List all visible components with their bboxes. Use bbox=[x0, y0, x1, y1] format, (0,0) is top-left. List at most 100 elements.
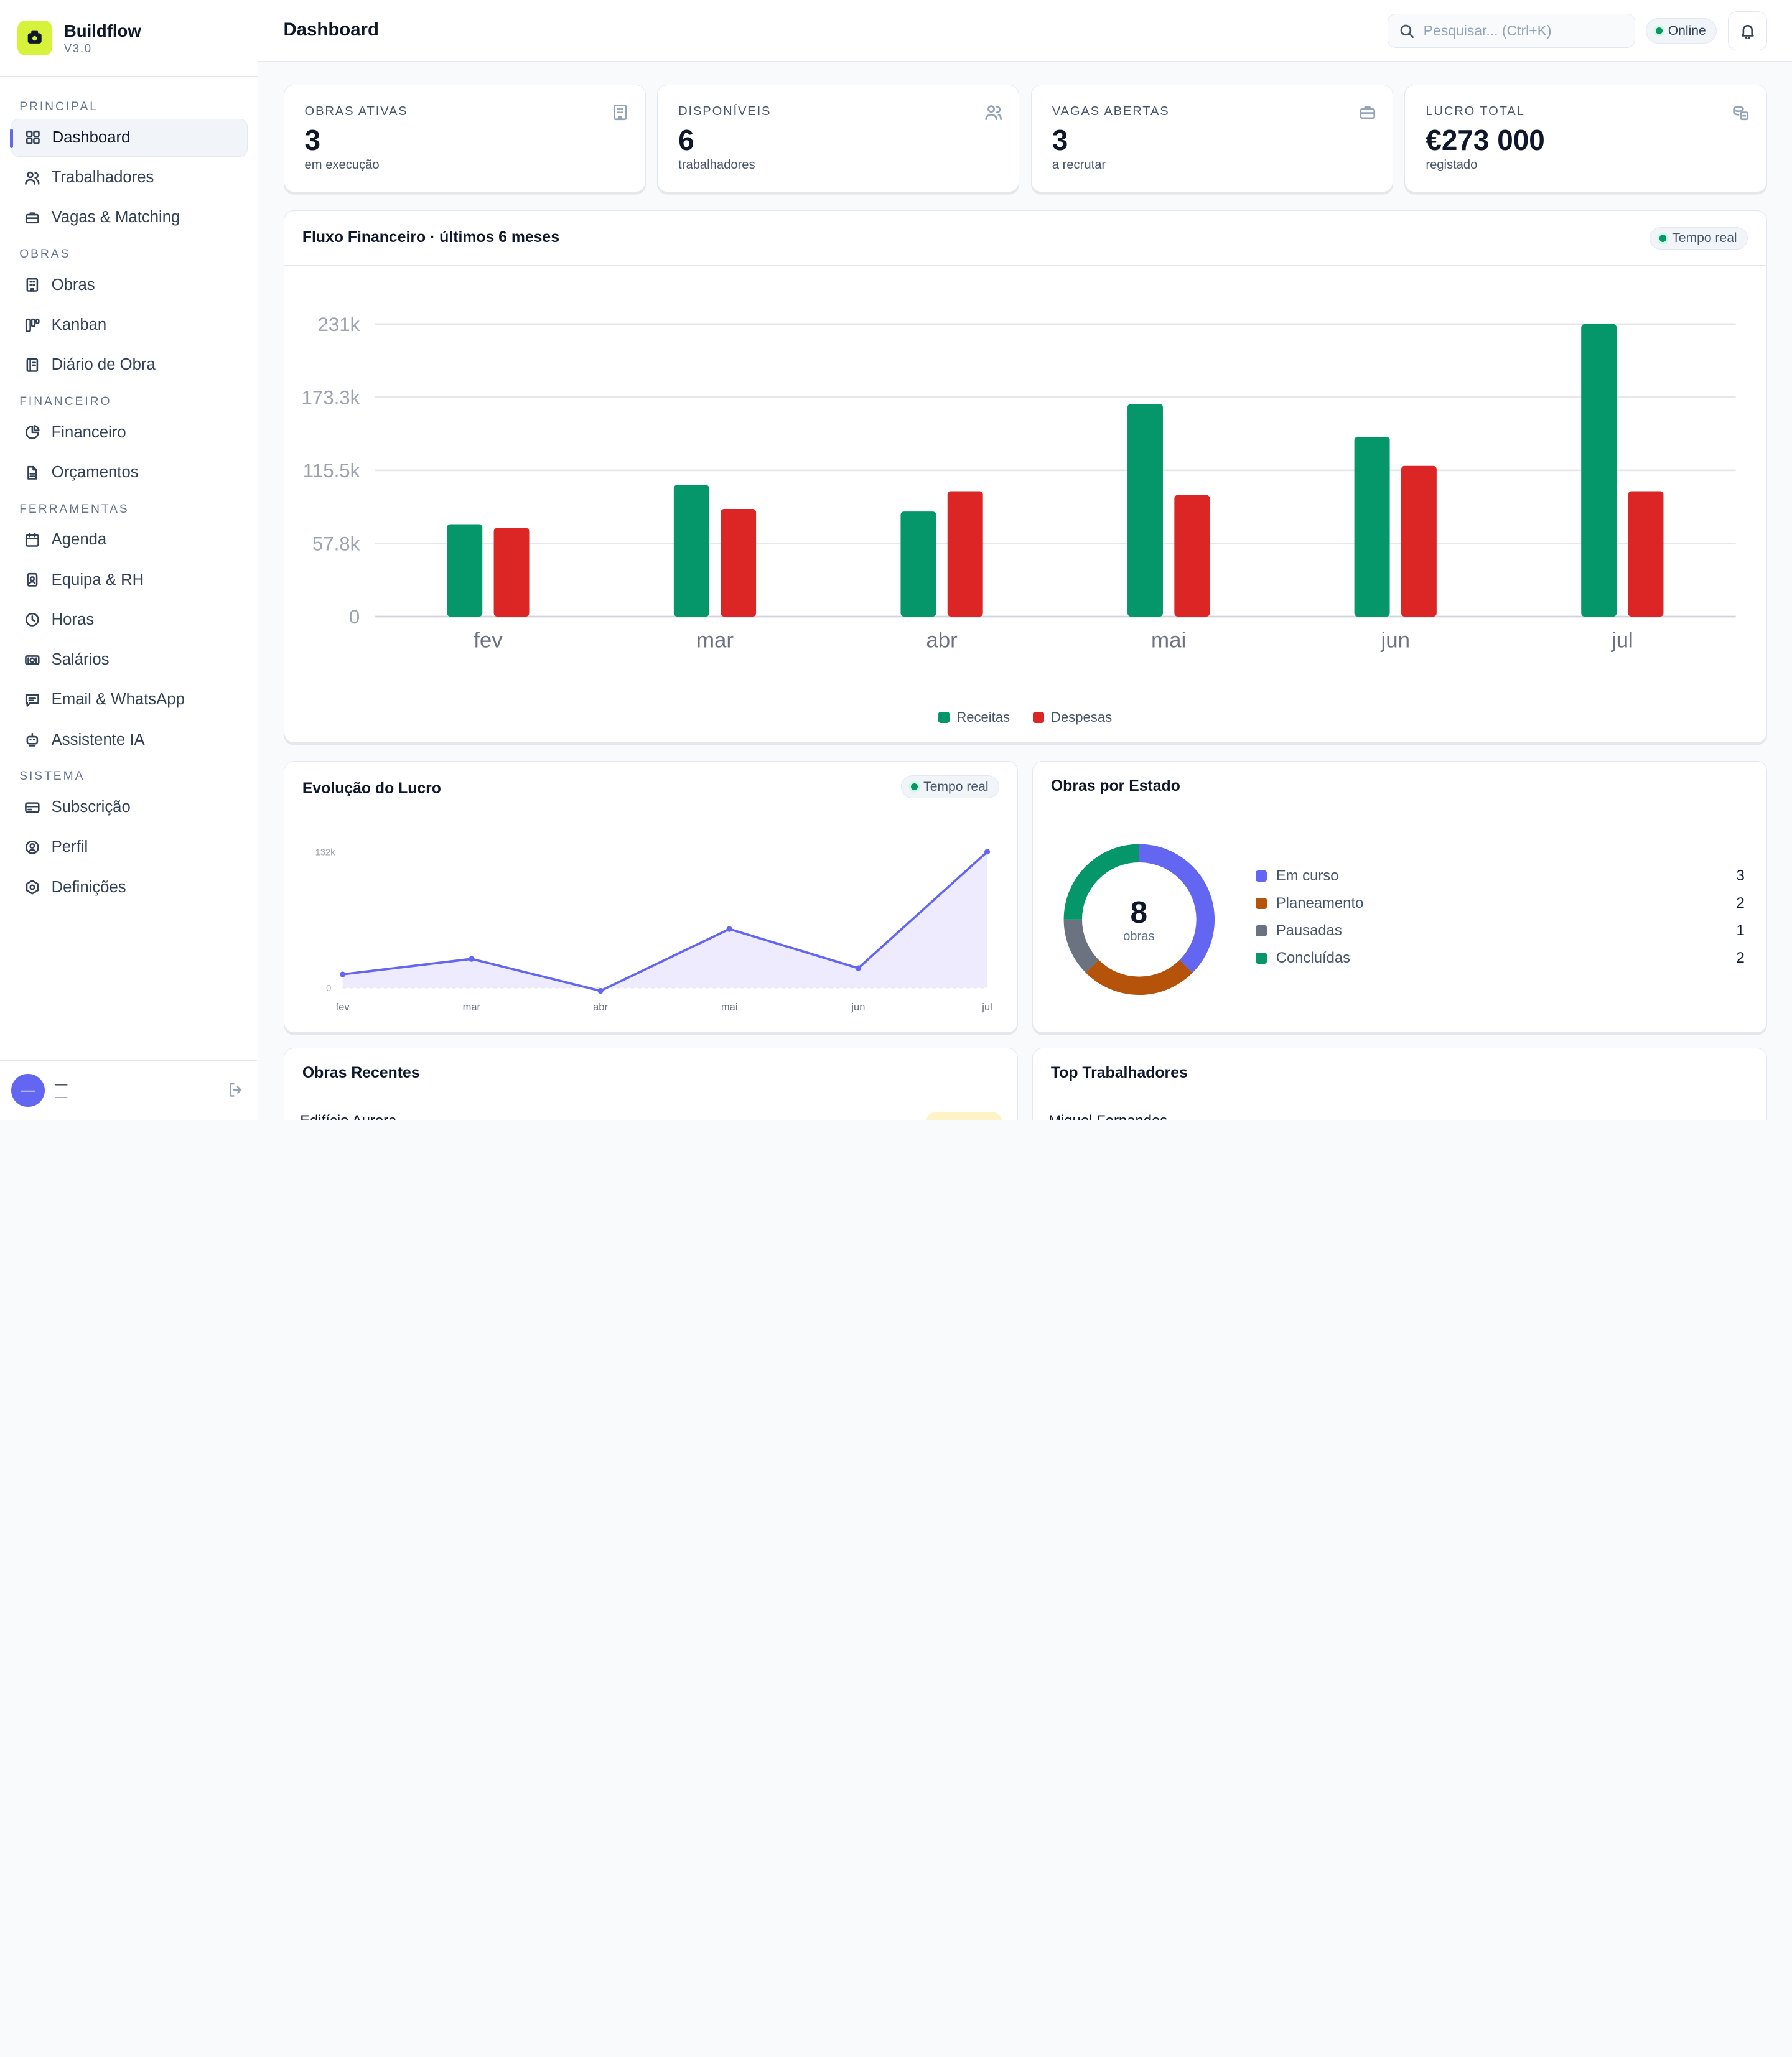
x-tick-label: mai bbox=[721, 1002, 737, 1014]
status-label: Pausadas bbox=[1276, 922, 1342, 940]
sidebar-item-perfil[interactable]: Perfil bbox=[11, 828, 248, 866]
donut-segment[interactable] bbox=[1063, 844, 1215, 995]
message-icon bbox=[23, 691, 41, 709]
online-status-label: Online bbox=[1668, 23, 1706, 38]
sidebar-item-kanban[interactable]: Kanban bbox=[11, 306, 248, 344]
users-icon bbox=[984, 103, 1002, 126]
bar-receitas[interactable] bbox=[1580, 324, 1617, 617]
x-tick-label: mai bbox=[1151, 628, 1186, 653]
sidebar-item-diario-de-obra[interactable]: Diário de Obra bbox=[11, 346, 248, 384]
sidebar-item-email-whatsapp[interactable]: Email & WhatsApp bbox=[11, 681, 248, 719]
brand[interactable]: Buildflow V3.0 bbox=[0, 0, 258, 77]
sidebar-item-equipa-rh[interactable]: Equipa & RH bbox=[11, 561, 248, 599]
sidebar-item-financeiro[interactable]: Financeiro bbox=[11, 414, 248, 452]
bar-despesas[interactable] bbox=[493, 528, 530, 617]
profit-point[interactable] bbox=[984, 849, 990, 855]
sidebar-item-label: Orçamentos bbox=[51, 463, 139, 481]
legend-item-receitas[interactable]: Receitas bbox=[938, 709, 1010, 725]
profit-point[interactable] bbox=[468, 956, 474, 963]
cash-flow-title: Fluxo Financeiro · últimos 6 meses bbox=[302, 229, 560, 246]
bar-receitas[interactable] bbox=[1354, 436, 1390, 617]
sidebar-item-label: Vagas & Matching bbox=[51, 208, 180, 226]
bot-icon bbox=[23, 730, 41, 749]
sidebar-item-orcamentos[interactable]: Orçamentos bbox=[11, 454, 248, 492]
status-legend-item[interactable]: Pausadas 1 bbox=[1255, 917, 1745, 945]
status-legend-item[interactable]: Concluídas 2 bbox=[1255, 945, 1745, 972]
bar-despesas[interactable] bbox=[1401, 465, 1437, 617]
status-count: 1 bbox=[1736, 922, 1745, 940]
user-circle-icon bbox=[23, 838, 41, 856]
legend-swatch-despesas bbox=[1032, 711, 1045, 723]
profit-point[interactable] bbox=[339, 971, 345, 977]
notifications-button[interactable] bbox=[1728, 11, 1767, 50]
legend-swatch-receitas bbox=[938, 711, 950, 723]
avatar[interactable]: — bbox=[11, 1074, 45, 1108]
profit-area bbox=[342, 852, 987, 991]
profit-point[interactable] bbox=[855, 965, 861, 972]
sidebar-item-dashboard[interactable]: Dashboard bbox=[9, 118, 248, 157]
legend-item-despesas[interactable]: Despesas bbox=[1032, 709, 1112, 725]
status-header: Obras por Estado bbox=[1032, 762, 1766, 810]
nav-section-title: SISTEMA bbox=[19, 770, 85, 783]
bar-receitas[interactable] bbox=[1127, 403, 1163, 617]
nav-section-title: FINANCEIRO bbox=[19, 395, 112, 409]
bar-receitas[interactable] bbox=[673, 485, 709, 617]
briefcase-icon bbox=[23, 208, 41, 226]
donut-total: 8 bbox=[1130, 894, 1148, 930]
bar-despesas[interactable] bbox=[720, 508, 756, 617]
cash-flow-legend: Receitas Despesas bbox=[284, 709, 1766, 725]
x-tick-label: jul bbox=[981, 1002, 992, 1014]
kpi-caption: trabalhadores bbox=[678, 158, 755, 172]
bar-despesas[interactable] bbox=[947, 491, 983, 617]
y-tick-label: 231k bbox=[317, 314, 360, 335]
donut-segment[interactable] bbox=[1063, 844, 1215, 995]
sidebar-item-label: Obras bbox=[51, 276, 95, 294]
x-tick-label: abr bbox=[593, 1002, 608, 1014]
recent-work-item[interactable]: Edifício Aurora bbox=[300, 1112, 396, 1120]
sidebar-item-horas[interactable]: Horas bbox=[11, 601, 248, 639]
search-input[interactable]: Pesquisar... (Ctrl+K) bbox=[1387, 14, 1636, 49]
nav-section-title: FERRAMENTAS bbox=[19, 502, 129, 516]
sidebar-item-salarios[interactable]: Salários bbox=[11, 641, 248, 679]
status-legend-item[interactable]: Planeamento 2 bbox=[1255, 890, 1745, 917]
coins-icon bbox=[1732, 103, 1750, 126]
bar-despesas[interactable] bbox=[1628, 491, 1663, 617]
users-icon bbox=[23, 169, 41, 187]
y-tick-label: 57.8k bbox=[312, 533, 360, 554]
status-count: 2 bbox=[1736, 894, 1745, 912]
topbar: Dashboard Pesquisar... (Ctrl+K) Online bbox=[258, 0, 1792, 62]
sidebar-item-subscricao[interactable]: Subscrição bbox=[11, 788, 248, 826]
kpi-caption: registado bbox=[1426, 158, 1478, 172]
x-tick-label: jul bbox=[1610, 628, 1633, 653]
donut-caption: obras bbox=[1123, 929, 1155, 943]
top-worker-item[interactable]: Miguel Fernandes bbox=[1048, 1112, 1167, 1120]
bar-receitas[interactable] bbox=[446, 524, 482, 617]
bar-receitas[interactable] bbox=[900, 511, 936, 617]
kpi-value: 3 bbox=[1052, 123, 1068, 156]
donut-center: 8 obras bbox=[1061, 842, 1216, 997]
sidebar-item-assistente-ia[interactable]: Assistente IA bbox=[11, 721, 248, 759]
sidebar-item-label: Dashboard bbox=[52, 128, 131, 146]
kpi-card: DISPONÍVEIS 6 trabalhadores bbox=[657, 84, 1020, 192]
logout-icon[interactable] bbox=[228, 1082, 244, 1103]
sidebar-item-label: Diário de Obra bbox=[51, 356, 156, 374]
app-window: Buildflow V3.0 PRINCIPAL Dashboard Trabalh… bbox=[0, 0, 1792, 1120]
x-tick-label: jun bbox=[851, 1002, 865, 1014]
status-legend-item[interactable]: Em curso 3 bbox=[1255, 862, 1745, 890]
status-donut-chart bbox=[1063, 844, 1215, 995]
donut-segment[interactable] bbox=[1063, 844, 1215, 995]
sidebar-item-definicoes[interactable]: Definições bbox=[11, 869, 248, 907]
sidebar-item-obras[interactable]: Obras bbox=[11, 266, 248, 304]
y-tick-label: 0 bbox=[348, 606, 359, 628]
sidebar-item-agenda[interactable]: Agenda bbox=[11, 521, 248, 559]
online-status-badge: Online bbox=[1645, 18, 1717, 44]
profit-point[interactable] bbox=[597, 988, 604, 994]
status-title: Obras por Estado bbox=[1050, 777, 1180, 795]
cash-flow-card: Fluxo Financeiro · últimos 6 meses Tempo… bbox=[283, 210, 1767, 743]
profit-header: Evolução do Lucro Tempo real bbox=[284, 762, 1018, 817]
sidebar-item-vagas-matching[interactable]: Vagas & Matching bbox=[11, 199, 248, 237]
profit-point[interactable] bbox=[726, 926, 732, 933]
bar-despesas[interactable] bbox=[1174, 495, 1210, 617]
legend-label-receitas: Receitas bbox=[956, 709, 1010, 725]
sidebar-item-trabalhadores[interactable]: Trabalhadores bbox=[11, 159, 248, 197]
